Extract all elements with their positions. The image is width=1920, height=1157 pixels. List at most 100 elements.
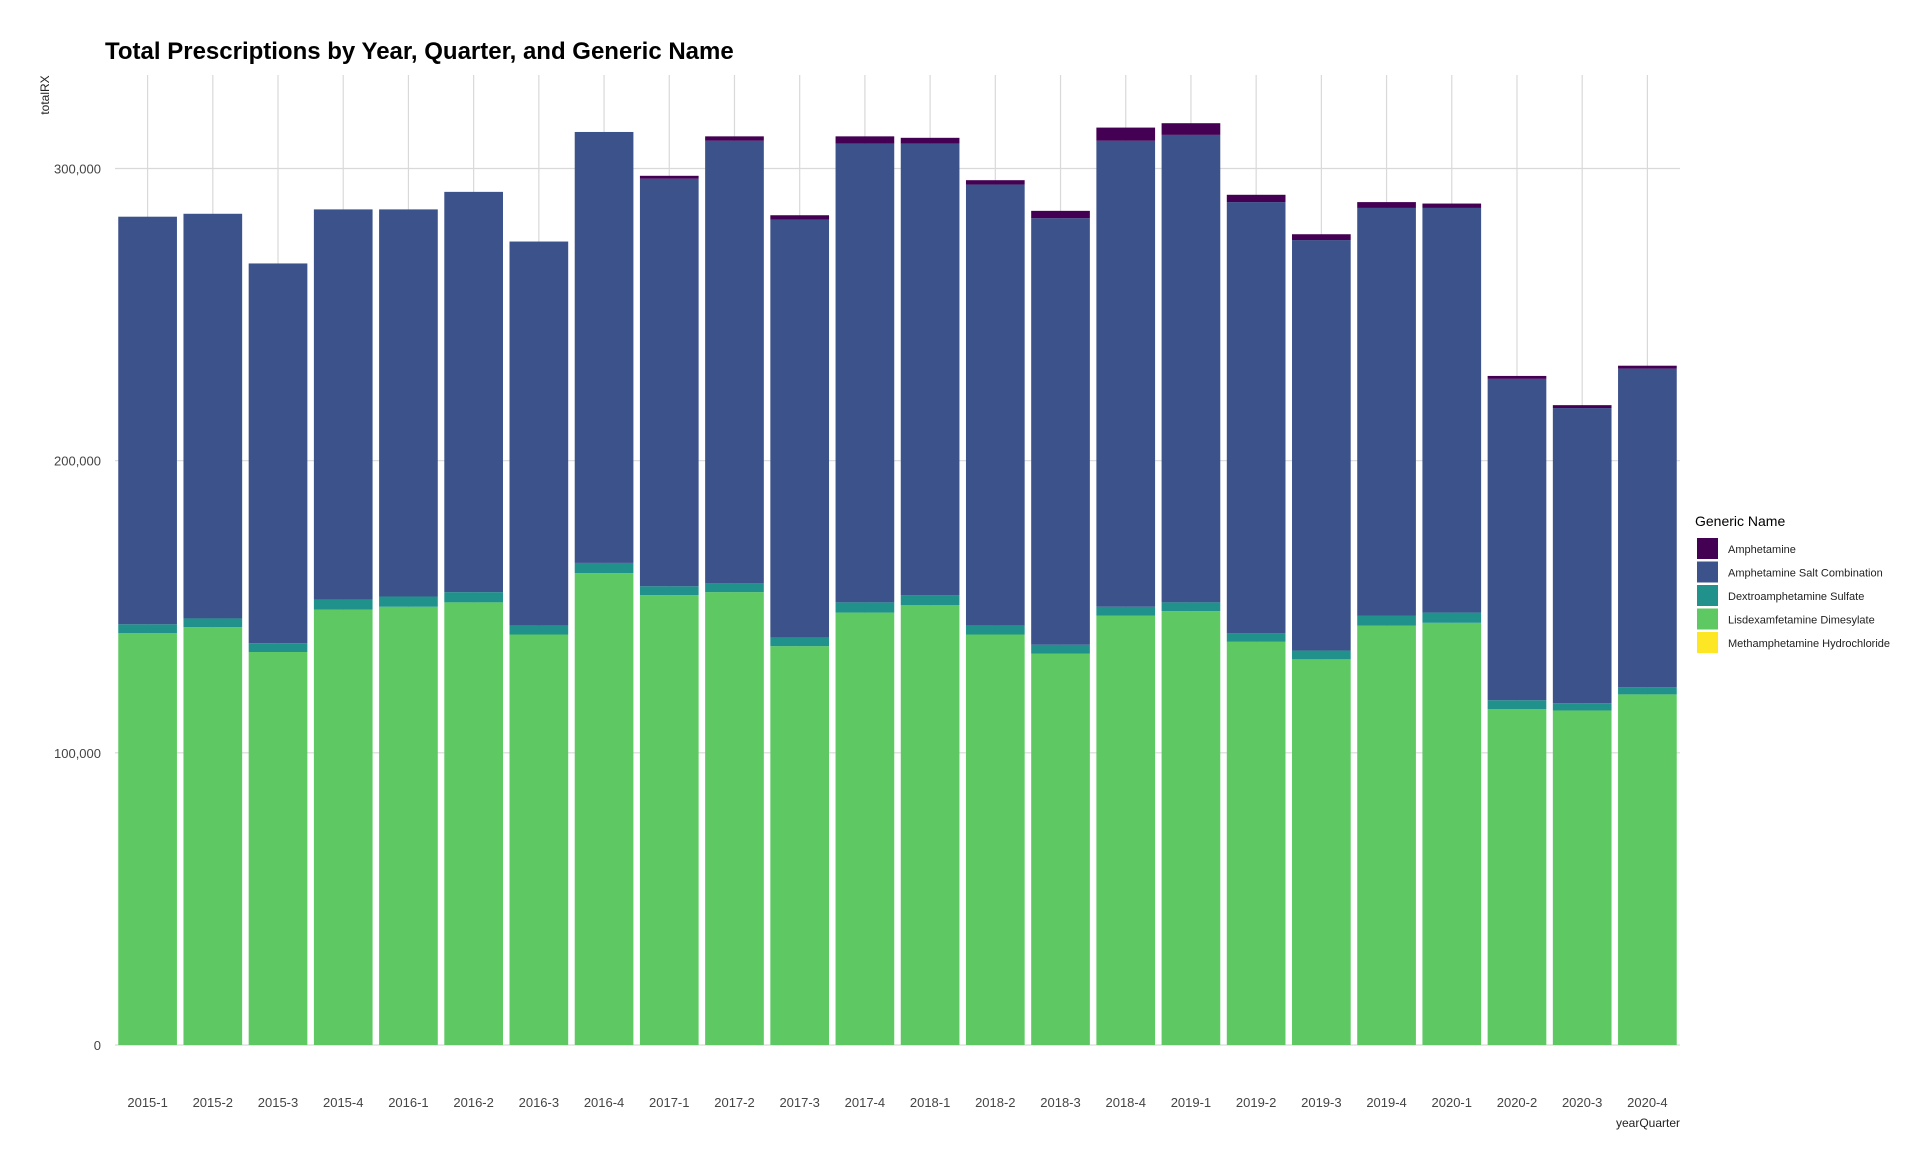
bar-segment [509, 634, 569, 1045]
bar-segment [1292, 650, 1351, 660]
x-tick-label: 2019-4 [1366, 1095, 1406, 1110]
legend-label: Methamphetamine Hydrochloride [1728, 638, 1890, 650]
legend-label: Amphetamine [1728, 544, 1796, 556]
bar-segment [639, 586, 699, 596]
bar-segment [965, 180, 1025, 185]
bar-segment [1487, 375, 1547, 379]
bar-segment [639, 178, 699, 587]
bar-segment [1226, 633, 1286, 642]
bar-segment [1096, 127, 1156, 141]
x-tick-label: 2018-2 [975, 1095, 1015, 1110]
x-tick-label: 2018-3 [1040, 1095, 1080, 1110]
bar-segment [1161, 123, 1221, 135]
x-tick-label: 2020-4 [1627, 1095, 1667, 1110]
x-tick-label: 2020-1 [1432, 1095, 1472, 1110]
bar-segment [1487, 709, 1547, 1045]
legend-swatch [1697, 585, 1718, 606]
bar-segment [1226, 641, 1286, 1045]
bar-segment [835, 612, 895, 1045]
y-tick-label: 300,000 [54, 161, 101, 176]
bar-segment [313, 209, 373, 600]
x-tick-label: 2019-3 [1301, 1095, 1341, 1110]
bar-segment [1096, 606, 1156, 616]
bar-segment [313, 609, 373, 1045]
bar-segment [1096, 615, 1156, 1045]
bar-segment [1292, 234, 1351, 241]
bar-segment [1161, 134, 1221, 603]
bar-segment [1422, 622, 1482, 1045]
bar-segment [1552, 408, 1612, 704]
legend-swatch [1697, 538, 1718, 559]
bar-segment [1618, 368, 1677, 688]
y-axis: 0 100,000 200,000 300,000 [54, 161, 101, 1053]
bar-segment [1552, 710, 1612, 1045]
bar-segment [379, 209, 438, 597]
bar-segment [639, 595, 699, 1045]
bar-segment [1357, 625, 1416, 1045]
bar-segment [313, 599, 373, 610]
bar-segment [1618, 694, 1677, 1045]
x-tick-label: 2018-4 [1105, 1095, 1145, 1110]
bar-segment [770, 215, 830, 220]
bar-segment [965, 634, 1025, 1045]
bar-segment [1031, 644, 1090, 654]
bar-segment [770, 646, 830, 1045]
x-tick-label: 2018-1 [910, 1095, 950, 1110]
bar-segment [835, 602, 895, 613]
bar-segment [770, 219, 830, 638]
legend-title: Generic Name [1695, 513, 1785, 529]
x-tick-label: 2016-3 [519, 1095, 559, 1110]
bar-segment [574, 562, 634, 574]
legend-label: Lisdexamfetamine Dimesylate [1728, 615, 1875, 627]
bar-segment [444, 191, 503, 593]
bar-segment [1422, 612, 1482, 623]
bar-segment [1226, 202, 1286, 634]
y-tick-label: 0 [94, 1038, 101, 1053]
bar-segment [1422, 207, 1482, 613]
bar-segment [1031, 218, 1090, 645]
bar-segment [1618, 687, 1677, 695]
legend-swatch [1697, 561, 1718, 583]
bar-segment [900, 143, 960, 596]
x-tick-label: 2015-1 [127, 1095, 167, 1110]
bar-segment [379, 596, 438, 607]
bar-segment [1226, 194, 1286, 203]
bar-segment [1357, 615, 1416, 626]
legend-label: Dextroamphetamine Sulfate [1728, 591, 1864, 603]
bar-segment [248, 263, 308, 644]
x-tick-label: 2017-1 [649, 1095, 689, 1110]
legend-label: Amphetamine Salt Combination [1728, 568, 1883, 580]
bar-segment [1618, 365, 1677, 369]
bar-segment [705, 583, 764, 593]
x-tick-label: 2016-4 [584, 1095, 624, 1110]
x-tick-label: 2017-4 [845, 1095, 885, 1110]
bar-segment [835, 143, 895, 603]
bar-segment [1292, 240, 1351, 651]
bar-segment [1552, 405, 1612, 409]
x-tick-label: 2015-4 [323, 1095, 363, 1110]
bar-segment [965, 184, 1025, 626]
bar-segment [1161, 611, 1221, 1045]
y-axis-label: totalRX [38, 75, 52, 114]
bar-segment [118, 633, 177, 1045]
bars-layer [118, 123, 1677, 1045]
bar-segment [509, 625, 569, 635]
bar-segment [183, 618, 243, 628]
x-tick-label: 2020-2 [1497, 1095, 1537, 1110]
x-tick-label: 2015-2 [193, 1095, 233, 1110]
bar-segment [574, 573, 634, 1045]
legend-swatch [1697, 632, 1718, 653]
bar-segment [1292, 659, 1351, 1045]
bar-segment [705, 592, 764, 1045]
bar-segment [118, 624, 177, 634]
legend: Generic Name Amphetamine Amphetamine Salt… [1695, 513, 1890, 653]
bar-segment [1422, 203, 1482, 208]
bar-segment [705, 136, 764, 141]
bar-segment [639, 175, 699, 179]
bar-segment [770, 637, 830, 647]
x-tick-label: 2017-2 [714, 1095, 754, 1110]
bar-segment [900, 595, 960, 606]
y-tick-label: 200,000 [54, 454, 101, 469]
